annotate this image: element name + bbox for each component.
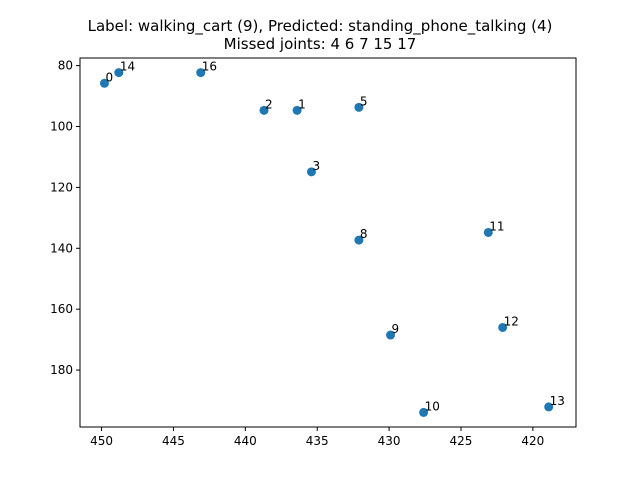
y-tick-label: 160: [50, 302, 73, 316]
data-point-8: [354, 235, 364, 245]
x-tick-label: 430: [378, 434, 401, 448]
y-tick-label: 120: [50, 180, 73, 194]
x-tick-label: 440: [234, 434, 257, 448]
point-label-2: 2: [265, 97, 273, 111]
x-tick-label: 445: [162, 434, 185, 448]
point-label-3: 3: [312, 159, 320, 173]
data-point-14: [114, 68, 124, 78]
data-point-0: [99, 78, 109, 88]
point-label-10: 10: [425, 399, 440, 413]
point-label-16: 16: [202, 60, 217, 74]
data-point-2: [259, 105, 269, 115]
data-point-1: [292, 105, 302, 115]
data-points: 0 14 16 2 1 5 3 8 11 12 9 10 13: [99, 60, 565, 417]
point-label-5: 5: [360, 94, 368, 108]
point-label-1: 1: [298, 97, 306, 111]
point-label-14: 14: [120, 60, 135, 74]
data-point-13: [544, 402, 554, 412]
data-point-3: [306, 167, 316, 177]
x-tick-label: 435: [306, 434, 329, 448]
x-tick-label: 420: [521, 434, 544, 448]
plot-frame: [79, 57, 577, 428]
point-label-12: 12: [504, 314, 519, 328]
point-label-9: 9: [392, 322, 400, 336]
data-point-11: [483, 227, 493, 237]
data-point-10: [419, 407, 429, 417]
chart-title-line-2: Missed joints: 4 6 7 15 17: [224, 35, 417, 53]
point-label-13: 13: [550, 394, 565, 408]
data-point-9: [386, 330, 396, 340]
chart-title-line-1: Label: walking_cart (9), Predicted: stan…: [88, 17, 553, 36]
data-point-16: [196, 68, 206, 78]
y-tick-label: 100: [50, 120, 73, 134]
y-tick-label: 80: [58, 59, 73, 73]
point-label-8: 8: [360, 227, 368, 241]
y-tick-label: 180: [50, 363, 73, 377]
point-label-0: 0: [105, 70, 113, 84]
y-tick-label: 140: [50, 241, 73, 255]
data-point-12: [498, 322, 508, 332]
data-point-5: [354, 102, 364, 112]
x-tick-label: 450: [90, 434, 113, 448]
x-tick-label: 425: [450, 434, 473, 448]
point-label-11: 11: [489, 219, 504, 233]
